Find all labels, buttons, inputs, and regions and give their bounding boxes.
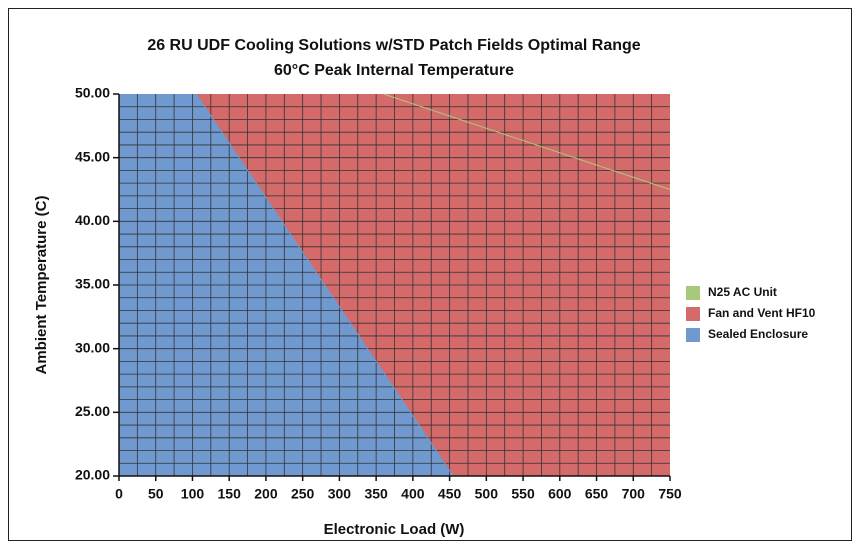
y-tick-label: 40.00 (75, 212, 110, 228)
x-tick-label: 200 (254, 486, 278, 502)
legend-swatch (686, 286, 700, 300)
x-tick-label: 750 (658, 486, 682, 502)
x-tick-label: 400 (401, 486, 425, 502)
y-tick-label: 25.00 (75, 403, 110, 419)
legend-label: Sealed Enclosure (708, 327, 808, 341)
x-tick-label: 450 (438, 486, 462, 502)
chart-title: 26 RU UDF Cooling Solutions w/STD Patch … (147, 37, 640, 54)
legend-swatch (686, 328, 700, 342)
y-axis-label: Ambient Temperature (C) (33, 196, 50, 375)
x-tick-label: 100 (181, 486, 205, 502)
legend-label: Fan and Vent HF10 (708, 306, 816, 320)
boundary-line (195, 93, 454, 477)
x-tick-label: 250 (291, 486, 315, 502)
boundary-line (383, 93, 671, 190)
x-tick-label: 350 (364, 486, 388, 502)
y-tick-label: 35.00 (75, 276, 110, 292)
x-tick-label: 500 (475, 486, 499, 502)
y-tick-label: 45.00 (75, 148, 110, 164)
x-tick-label: 650 (585, 486, 609, 502)
x-tick-label: 600 (548, 486, 572, 502)
y-tick-label: 30.00 (75, 339, 110, 355)
y-tick-label: 20.00 (75, 467, 110, 483)
x-tick-label: 700 (622, 486, 646, 502)
chart-subtitle: 60°C Peak Internal Temperature (274, 62, 514, 79)
x-tick-label: 0 (115, 486, 123, 502)
x-tick-label: 550 (511, 486, 535, 502)
frame (8, 8, 852, 541)
x-tick-label: 50 (148, 486, 164, 502)
legend-label: N25 AC Unit (708, 285, 777, 299)
x-axis-label: Electronic Load (W) (324, 521, 465, 538)
legend-swatch (686, 307, 700, 321)
y-tick-label: 50.00 (75, 85, 110, 101)
x-tick-label: 150 (218, 486, 242, 502)
x-tick-label: 300 (328, 486, 352, 502)
